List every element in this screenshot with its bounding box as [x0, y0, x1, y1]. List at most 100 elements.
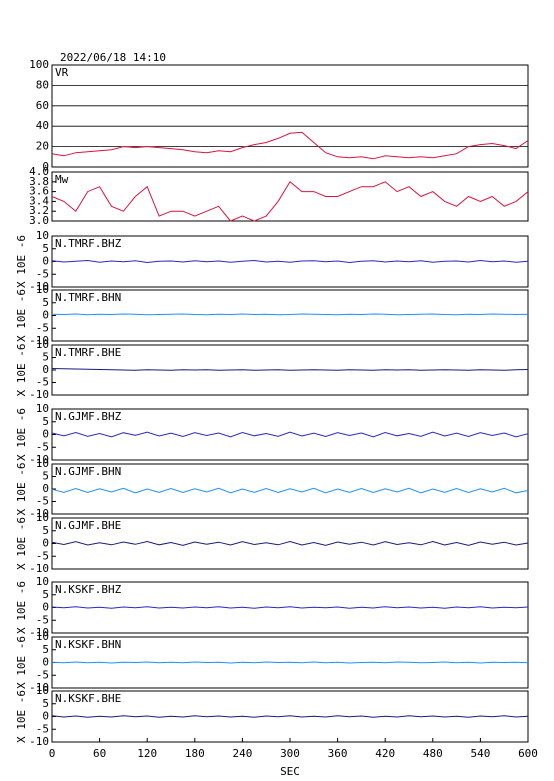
- x-tick-label: 540: [470, 747, 490, 760]
- series-line: [51, 259, 529, 264]
- series-line: [51, 313, 529, 316]
- series-line: [51, 661, 529, 664]
- y-tick-label: 3.8: [29, 175, 49, 188]
- y-tick-label: 10: [36, 338, 49, 351]
- panel-label: N.KSKF.BHN: [55, 638, 121, 651]
- panel-label: N.TMRF.BHN: [55, 291, 121, 304]
- y-axis-label: X 10E -6: [15, 344, 28, 397]
- panel-label: N.KSKF.BHE: [55, 692, 121, 705]
- chart-title: 2022/06/18 14:10: [60, 51, 166, 64]
- y-tick-label: -10: [29, 280, 49, 293]
- panel-label: N.GJMF.BHN: [55, 465, 121, 478]
- y-tick-label: 0: [42, 656, 49, 669]
- y-tick-label: 100: [29, 58, 49, 71]
- y-tick-label: -5: [36, 668, 49, 681]
- x-tick-label: 240: [232, 747, 252, 760]
- y-tick-label: 5: [42, 351, 49, 364]
- y-tick-label: 0: [42, 363, 49, 376]
- y-axis-label: X 10E -6: [15, 636, 28, 689]
- panel-frame: [51, 64, 529, 168]
- y-tick-label: 4.0: [29, 165, 49, 178]
- y-tick-label: 3.4: [29, 194, 49, 207]
- y-tick-label: 5: [42, 415, 49, 428]
- panel-frame: [51, 408, 529, 461]
- y-tick-label: 10: [36, 575, 49, 588]
- panel-label: N.KSKF.BHZ: [55, 583, 122, 596]
- y-tick-label: 3.6: [29, 185, 49, 198]
- series-line: [51, 368, 529, 371]
- y-tick-label: 5: [42, 524, 49, 537]
- y-axis-label: X 10E -6: [15, 289, 28, 342]
- series-line: [51, 181, 529, 222]
- y-tick-label: -5: [36, 549, 49, 562]
- series-line: [51, 715, 529, 718]
- y-tick-label: -5: [36, 321, 49, 334]
- y-tick-label: 0: [42, 601, 49, 614]
- y-tick-label: 0: [42, 537, 49, 550]
- panel-frame: [51, 517, 529, 570]
- y-tick-label: 5: [42, 470, 49, 483]
- y-tick-label: 40: [36, 119, 49, 132]
- y-tick-label: 10: [36, 457, 49, 470]
- y-tick-label: -10: [29, 334, 49, 347]
- y-tick-label: -5: [36, 722, 49, 735]
- series-line: [51, 431, 529, 438]
- y-tick-label: 5: [42, 588, 49, 601]
- y-tick-label: 5: [42, 242, 49, 255]
- y-axis-label: X 10E -6: [15, 690, 28, 743]
- y-tick-label: 10: [36, 511, 49, 524]
- series-line: [51, 540, 529, 546]
- y-tick-label: -10: [29, 681, 49, 694]
- y-tick-label: -10: [29, 453, 49, 466]
- panel-frame: [51, 171, 529, 222]
- y-tick-label: -5: [36, 440, 49, 453]
- y-tick-label: 0: [42, 255, 49, 268]
- y-tick-label: 0: [42, 160, 49, 173]
- y-tick-label: 10: [36, 630, 49, 643]
- x-tick-label: 420: [375, 747, 395, 760]
- panel-label: VR: [55, 66, 69, 79]
- y-tick-label: -10: [29, 735, 49, 748]
- series-line: [51, 606, 529, 609]
- x-tick-label: 180: [185, 747, 205, 760]
- y-tick-label: 80: [36, 78, 49, 91]
- y-tick-label: 20: [36, 140, 49, 153]
- y-tick-label: -5: [36, 495, 49, 508]
- y-tick-label: 5: [42, 643, 49, 656]
- y-axis-label: X 10E -6: [15, 408, 28, 461]
- x-axis-label: SEC: [280, 765, 300, 778]
- x-tick-label: 600: [518, 747, 538, 760]
- y-tick-label: 0: [42, 428, 49, 441]
- y-axis-label: X 10E -6: [15, 517, 28, 570]
- y-tick-label: -5: [36, 613, 49, 626]
- y-tick-label: 60: [36, 99, 49, 112]
- y-tick-label: -10: [29, 507, 49, 520]
- y-axis-label: X 10E -6: [15, 581, 28, 634]
- x-tick-label: 0: [49, 747, 56, 760]
- x-tick-label: 60: [93, 747, 106, 760]
- panel-label: N.TMRF.BHE: [55, 346, 121, 359]
- series-line: [51, 131, 529, 160]
- y-tick-label: -5: [36, 267, 49, 280]
- y-tick-label: 3.0: [29, 214, 49, 227]
- series-line: [51, 487, 529, 494]
- y-axis-label: X 10E -6: [15, 235, 28, 288]
- panel-label: Mw: [55, 173, 69, 186]
- x-tick-label: 300: [280, 747, 300, 760]
- y-tick-label: -5: [36, 376, 49, 389]
- y-axis-label: X 10E -6: [15, 463, 28, 516]
- y-tick-label: 0: [42, 309, 49, 322]
- y-tick-label: -10: [29, 626, 49, 639]
- x-tick-label: 360: [328, 747, 348, 760]
- y-tick-label: 5: [42, 697, 49, 710]
- panel-frame: [51, 289, 529, 342]
- y-tick-label: 3.2: [29, 204, 49, 217]
- panel-label: N.TMRF.BHZ: [55, 237, 122, 250]
- y-tick-label: 10: [36, 402, 49, 415]
- y-tick-label: 10: [36, 283, 49, 296]
- y-tick-label: 0: [42, 482, 49, 495]
- x-tick-label: 120: [137, 747, 157, 760]
- y-tick-label: 0: [42, 710, 49, 723]
- y-tick-label: 5: [42, 296, 49, 309]
